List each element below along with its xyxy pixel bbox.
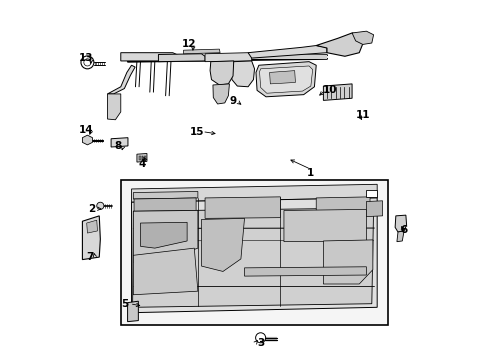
Bar	[121, 180, 387, 325]
Polygon shape	[107, 94, 121, 120]
Text: 9: 9	[229, 96, 236, 106]
Polygon shape	[128, 55, 326, 59]
Polygon shape	[244, 267, 366, 276]
Text: 11: 11	[356, 111, 370, 121]
Polygon shape	[259, 66, 312, 93]
Polygon shape	[210, 61, 233, 85]
Polygon shape	[133, 211, 198, 264]
Polygon shape	[183, 49, 220, 54]
Bar	[139, 156, 140, 160]
Polygon shape	[201, 219, 244, 271]
Polygon shape	[133, 192, 198, 199]
Polygon shape	[111, 138, 128, 147]
Polygon shape	[86, 220, 97, 233]
Polygon shape	[212, 84, 229, 104]
Text: 1: 1	[306, 168, 314, 178]
Polygon shape	[351, 31, 373, 44]
Polygon shape	[394, 215, 406, 232]
Text: 14: 14	[79, 125, 93, 135]
Polygon shape	[316, 33, 362, 56]
Bar	[144, 156, 145, 160]
Polygon shape	[137, 153, 147, 162]
Polygon shape	[140, 222, 187, 248]
Circle shape	[97, 202, 104, 210]
Polygon shape	[269, 71, 295, 84]
Text: 10: 10	[322, 85, 336, 95]
Text: 12: 12	[182, 39, 196, 49]
Polygon shape	[131, 198, 376, 313]
Polygon shape	[316, 197, 369, 211]
Polygon shape	[132, 208, 373, 307]
Polygon shape	[82, 216, 100, 260]
Polygon shape	[121, 53, 178, 61]
Polygon shape	[247, 45, 326, 58]
Polygon shape	[323, 84, 351, 100]
Polygon shape	[134, 198, 196, 211]
Polygon shape	[82, 135, 92, 145]
Polygon shape	[396, 231, 403, 242]
Polygon shape	[204, 197, 280, 219]
Polygon shape	[133, 248, 198, 295]
Text: 5: 5	[121, 299, 128, 309]
Text: 13: 13	[79, 53, 93, 63]
Text: 7: 7	[86, 252, 93, 262]
Polygon shape	[107, 65, 135, 94]
Text: 3: 3	[257, 338, 264, 348]
Bar	[366, 190, 376, 197]
Polygon shape	[230, 61, 254, 87]
Polygon shape	[158, 54, 204, 62]
Polygon shape	[323, 240, 372, 284]
Text: 4: 4	[138, 159, 146, 169]
Text: 2: 2	[88, 204, 96, 214]
Polygon shape	[127, 301, 138, 321]
Polygon shape	[255, 62, 316, 97]
Text: 15: 15	[189, 127, 204, 136]
Polygon shape	[284, 210, 366, 242]
Text: 6: 6	[400, 225, 407, 235]
Polygon shape	[131, 184, 376, 202]
Text: 8: 8	[114, 141, 122, 151]
Polygon shape	[366, 201, 382, 217]
Polygon shape	[204, 53, 251, 62]
